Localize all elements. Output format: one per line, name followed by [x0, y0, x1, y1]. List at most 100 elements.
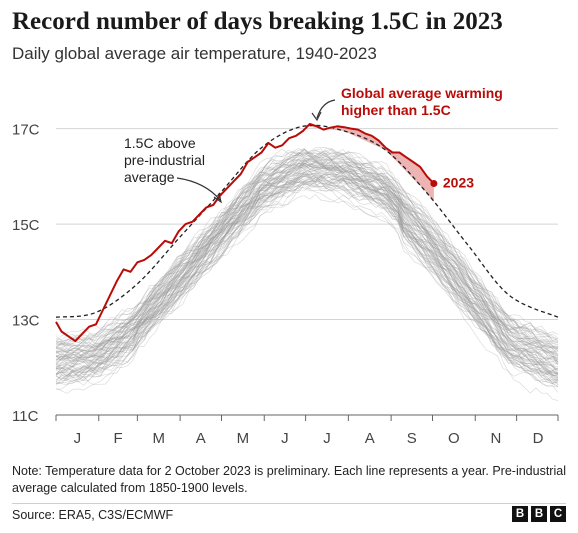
historic-year-line [55, 176, 559, 384]
footnote: Note: Temperature data for 2 October 202… [12, 464, 566, 495]
historic-year-line [55, 160, 559, 359]
historic-year-line [55, 158, 559, 363]
historic-year-line [55, 156, 559, 354]
historic-year-line [55, 159, 559, 364]
historic-year-line [55, 161, 559, 357]
historic-year-line [55, 173, 559, 376]
historic-year-line [55, 163, 559, 358]
historic-year-line [55, 185, 559, 385]
x-tick-label: F [113, 430, 122, 447]
historic-year-line [55, 167, 559, 371]
logo-letter: B [531, 506, 547, 522]
historic-year-line [55, 165, 559, 377]
historic-year-line [55, 179, 559, 387]
historic-year-line [55, 148, 559, 351]
y-tick-label: 11C [12, 408, 39, 425]
historic-year-line [55, 172, 559, 384]
historic-year-line [55, 173, 559, 377]
historic-year-line [55, 171, 559, 371]
annotations: 1.5C above pre-industrial average Global av… [124, 85, 503, 204]
historic-year-line [55, 154, 559, 354]
y-tick-label: 17C [12, 122, 40, 139]
reference-arrow-head [213, 192, 222, 204]
historic-year-line [55, 173, 559, 380]
x-tick-label: J [74, 430, 82, 447]
historic-year-line [55, 193, 559, 401]
historic-year-line [55, 163, 559, 361]
warming-annotation-arrow [316, 99, 336, 119]
historic-year-line [55, 148, 559, 350]
historic-year-line [55, 175, 559, 386]
historic-year-line [55, 165, 559, 364]
historic-year-line [55, 182, 559, 390]
historic-year-line [55, 176, 559, 388]
historic-year-line [55, 158, 559, 364]
historic-year-line [55, 157, 559, 363]
historic-year-line [55, 148, 559, 342]
historic-year-line [55, 186, 559, 393]
historic-year-line [55, 166, 559, 375]
historic-year-line [55, 161, 559, 360]
historic-year-line [55, 168, 559, 377]
historic-year-line [55, 152, 559, 354]
historic-year-line [55, 159, 559, 349]
historic-years-lines [55, 147, 559, 401]
historic-year-line [55, 174, 559, 381]
y-tick-label: 15C [12, 217, 40, 234]
historic-year-line [55, 160, 559, 362]
warming-annotation: Global average warming higher than 1.5C [341, 85, 503, 118]
historic-year-line [55, 173, 559, 380]
historic-year-line [55, 170, 559, 372]
historic-year-line [55, 151, 559, 343]
y-tick-label: 13C [12, 313, 40, 330]
x-tick-label: O [448, 430, 460, 447]
footer-divider [12, 503, 566, 504]
series-2023-end-marker [430, 180, 438, 188]
historic-year-line [55, 150, 559, 346]
chart-title: Record number of days breaking 1.5C in 2… [12, 8, 503, 35]
bbc-logo: B B C [512, 506, 566, 522]
historic-year-line [55, 152, 559, 349]
historic-year-line [55, 164, 559, 356]
pre-industrial-reference-line [55, 124, 559, 318]
historic-year-line [55, 179, 559, 382]
x-tick-label: N [491, 430, 502, 447]
source-text: Source: ERA5, C3S/ECMWF [12, 508, 174, 522]
chart-subtitle: Daily global average air temperature, 19… [12, 44, 377, 63]
historic-year-line [55, 168, 559, 371]
historic-year-line [55, 172, 559, 381]
historic-year-line [55, 163, 559, 372]
historic-year-line [55, 147, 559, 341]
logo-letter: B [512, 506, 528, 522]
historic-year-line [55, 159, 559, 365]
x-tick-label: J [281, 430, 289, 447]
historic-year-line [55, 170, 559, 383]
historic-year-line [55, 159, 559, 361]
historic-year-line [55, 154, 559, 355]
x-tick-label: A [365, 430, 375, 447]
historic-year-line [55, 155, 559, 357]
historic-year-line [55, 178, 559, 382]
historic-year-line [55, 152, 559, 349]
historic-year-line [55, 163, 559, 366]
logo-letter: C [550, 506, 566, 522]
historic-year-line [55, 180, 559, 381]
historic-year-line [55, 147, 559, 346]
temperature-chart: 11C 13C 15C 17C J F M A M J J A S O N D 1.5C above pre-… [12, 85, 559, 447]
x-tick-label: S [407, 430, 417, 447]
x-tick-label: J [323, 430, 331, 447]
historic-year-line [55, 173, 559, 385]
x-tick-label: A [196, 430, 206, 447]
historic-year-line [55, 159, 559, 354]
historic-year-line [55, 160, 559, 365]
historic-year-line [55, 159, 559, 360]
historic-year-line [55, 168, 559, 375]
historic-year-line [55, 148, 559, 346]
historic-year-line [55, 155, 559, 363]
historic-year-line [55, 177, 559, 384]
historic-year-line [55, 159, 559, 362]
historic-year-line [55, 168, 559, 375]
reference-annotation-arrow [176, 177, 221, 201]
historic-year-line [55, 162, 559, 365]
